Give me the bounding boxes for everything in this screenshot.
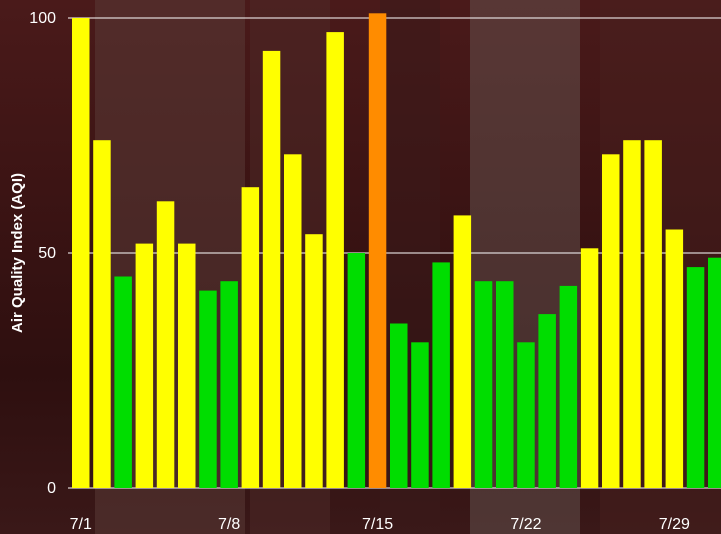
bar-7/9 <box>241 187 260 488</box>
y-tick-label: 100 <box>29 10 56 27</box>
bar-7/19 <box>453 215 472 488</box>
bar-7/31 <box>708 257 721 488</box>
bar-7/6 <box>178 243 196 488</box>
bar-7/8 <box>220 281 238 488</box>
bar-7/14 <box>347 253 366 488</box>
bar-7/10 <box>262 50 281 489</box>
x-tick-label: 7/1 <box>70 516 92 533</box>
bar-7/2 <box>93 140 111 488</box>
bar-7/24 <box>559 285 578 488</box>
bar-7/4 <box>135 243 154 488</box>
bar-7/12 <box>305 234 323 488</box>
x-tick-label: 7/22 <box>510 516 541 533</box>
bar-7/1 <box>72 18 90 488</box>
bar-7/26 <box>602 154 620 489</box>
bar-7/27 <box>623 140 641 488</box>
y-tick-label: 50 <box>38 245 56 262</box>
bar-7/28 <box>644 140 662 488</box>
bars-group <box>72 13 721 489</box>
x-tick-label: 7/8 <box>218 516 240 533</box>
bar-7/21 <box>496 281 514 488</box>
bar-7/16 <box>390 323 408 488</box>
bar-7/15 <box>368 13 387 489</box>
bar-7/11 <box>284 154 302 489</box>
bar-7/7 <box>199 290 217 488</box>
bar-7/20 <box>474 281 493 488</box>
bar-7/5 <box>156 201 175 489</box>
y-axis-label: Air Quality Index (AQI) <box>9 173 26 333</box>
y-tick-label: 0 <box>47 480 56 497</box>
y-axis-ticks: 0 50 100 <box>29 10 56 497</box>
bar-7/30 <box>686 267 705 488</box>
bar-7/25 <box>580 248 599 488</box>
x-tick-label: 7/15 <box>362 516 393 533</box>
bar-7/29 <box>665 229 684 488</box>
x-axis-ticks: 7/1 7/8 7/15 7/22 7/29 <box>70 516 690 533</box>
bar-7/18 <box>432 262 450 488</box>
bar-7/17 <box>411 342 429 488</box>
bar-7/3 <box>114 276 132 488</box>
x-tick-label: 7/29 <box>659 516 690 533</box>
bar-7/22 <box>517 342 535 488</box>
bar-7/13 <box>326 32 344 488</box>
bar-7/23 <box>538 314 556 488</box>
